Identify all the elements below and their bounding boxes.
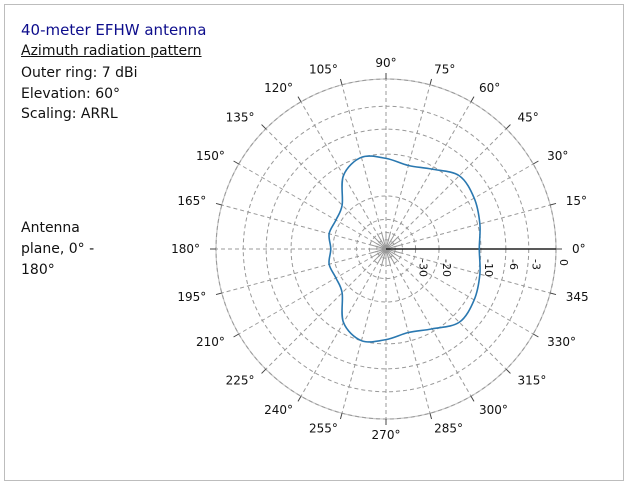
grid-spoke: [385, 248, 534, 335]
scaling-note: Scaling: ARRL: [21, 106, 118, 122]
angular-tick-mark: [339, 78, 343, 85]
angular-tick-label: 0°: [572, 242, 586, 256]
angular-tick-label: 180°: [171, 242, 200, 256]
grid-spoke: [385, 84, 431, 250]
angular-tick-mark: [505, 368, 511, 374]
angular-tick-mark: [261, 124, 267, 130]
center-spoke: [381, 235, 386, 247]
radial-tick-label: -10: [482, 259, 495, 277]
grid-spoke: [265, 248, 387, 370]
outer-ring-note: Outer ring: 7 dBi: [21, 65, 138, 81]
radial-tick-label: 0: [557, 259, 570, 266]
center-spoke: [388, 249, 400, 254]
angular-tick-mark: [233, 160, 240, 165]
angular-tick-mark: [215, 292, 222, 296]
grid-spoke: [385, 163, 534, 250]
grid-spoke: [221, 204, 387, 250]
angular-tick-label: 90°: [375, 56, 396, 70]
angular-tick-mark: [429, 78, 433, 85]
angular-tick-label: 225°: [226, 374, 255, 388]
grid-spoke: [265, 128, 387, 250]
angular-tick-label: 75°: [434, 62, 455, 76]
grid-spoke: [341, 248, 387, 414]
angular-tick-label: 15°: [566, 194, 587, 208]
center-spoke: [372, 244, 384, 249]
center-spoke: [378, 236, 385, 247]
center-spoke: [387, 250, 397, 260]
angular-tick-label: 270°: [372, 428, 401, 442]
angular-tick-mark: [470, 96, 475, 103]
pattern-series-line: [328, 155, 481, 343]
angular-tick-mark: [505, 124, 511, 130]
center-spoke: [387, 251, 394, 262]
chart-subtitle: Azimuth radiation pattern: [21, 43, 202, 59]
center-spoke: [381, 251, 386, 263]
chart-frame: [4, 4, 624, 481]
angular-tick-mark: [429, 413, 433, 420]
angular-tick-mark: [297, 96, 302, 103]
chart-title: 40-meter EFHW antenna: [21, 21, 207, 39]
center-spoke: [373, 250, 384, 257]
grid-spoke: [341, 84, 387, 250]
grid-spoke: [385, 204, 551, 250]
radial-tick-label: -30: [417, 259, 430, 277]
angular-tick-label: 300°: [479, 403, 508, 417]
center-spoke: [373, 241, 384, 248]
angular-tick-label: 240°: [264, 403, 293, 417]
angular-tick-label: 345: [566, 290, 589, 304]
grid-spoke: [385, 248, 551, 294]
angular-tick-label: 315°: [518, 374, 547, 388]
grid-spoke: [385, 101, 472, 250]
center-spoke: [375, 238, 385, 248]
center-spoke: [375, 250, 385, 260]
angular-tick-label: 105°: [309, 62, 338, 76]
angular-tick-mark: [532, 160, 539, 165]
grid-spoke: [385, 248, 431, 414]
center-spoke: [372, 249, 384, 254]
radial-tick-label: -20: [440, 259, 453, 277]
grid-spoke: [385, 248, 472, 397]
center-spoke: [387, 236, 394, 247]
grid-spoke: [238, 163, 387, 250]
angular-tick-label: 210°: [196, 335, 225, 349]
angular-tick-mark: [339, 413, 343, 420]
angular-tick-mark: [215, 202, 222, 206]
center-spoke: [387, 238, 397, 248]
center-spoke: [386, 235, 391, 247]
angular-tick-mark: [297, 395, 302, 402]
center-spoke: [388, 244, 400, 249]
center-spoke: [388, 241, 399, 248]
angular-tick-label: 60°: [479, 81, 500, 95]
angular-tick-mark: [532, 333, 539, 338]
antenna-plane-note: Antenna plane, 0° - 180°: [21, 220, 95, 278]
grid-spoke: [221, 248, 387, 294]
angular-tick-label: 30°: [547, 149, 568, 163]
grid-spoke: [238, 248, 387, 335]
center-spoke: [386, 251, 391, 263]
grid-spoke: [385, 248, 507, 370]
angular-tick-label: 150°: [196, 149, 225, 163]
angular-tick-label: 120°: [264, 81, 293, 95]
grid-spoke: [385, 128, 507, 250]
center-spoke: [378, 251, 385, 262]
center-spoke: [388, 250, 399, 257]
angular-tick-mark: [550, 292, 557, 296]
radial-tick-label: -3: [530, 259, 543, 270]
angular-tick-label: 165°: [177, 194, 206, 208]
radial-tick-label: -6: [507, 259, 520, 270]
angular-tick-mark: [550, 202, 557, 206]
angular-tick-mark: [233, 333, 240, 338]
angular-tick-mark: [470, 395, 475, 402]
angular-tick-label: 195°: [177, 290, 206, 304]
angular-tick-label: 45°: [518, 111, 539, 125]
elevation-note: Elevation: 60°: [21, 86, 121, 102]
angular-tick-mark: [261, 368, 267, 374]
angular-tick-label: 330°: [547, 335, 576, 349]
angular-tick-label: 135°: [226, 111, 255, 125]
angular-tick-label: 285°: [434, 422, 463, 436]
angular-tick-label: 255°: [309, 422, 338, 436]
